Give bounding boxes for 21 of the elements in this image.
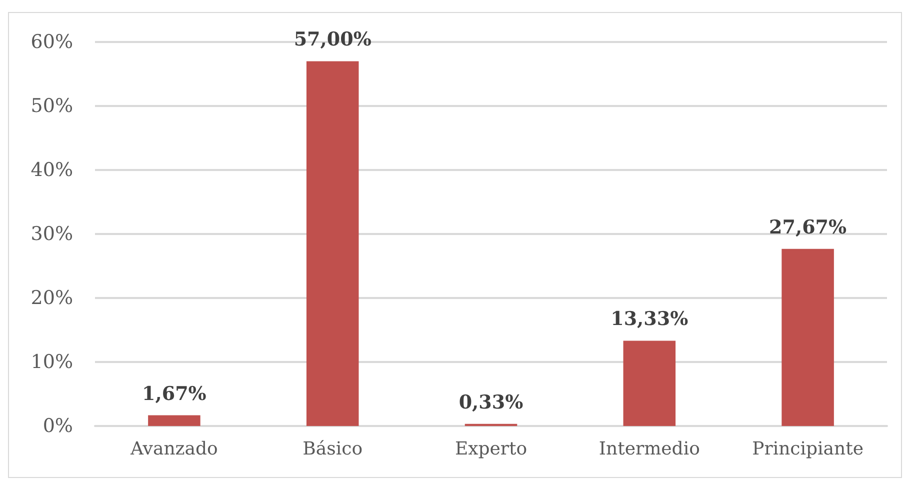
y-tick-label: 20% bbox=[30, 287, 73, 309]
y-tick-label: 40% bbox=[30, 159, 73, 181]
y-tick-label: 50% bbox=[30, 95, 73, 117]
x-tick-label: Intermedio bbox=[598, 438, 700, 460]
y-tick-label: 30% bbox=[30, 223, 73, 245]
data-label: 0,33% bbox=[458, 391, 524, 414]
x-tick-label: Principiante bbox=[752, 438, 864, 460]
bar bbox=[148, 415, 200, 426]
bar bbox=[782, 248, 834, 426]
x-tick-label: Avanzado bbox=[130, 438, 218, 460]
data-label: 27,67% bbox=[769, 216, 847, 238]
bar bbox=[623, 340, 676, 426]
x-tick-label: Experto bbox=[454, 438, 528, 460]
data-label: 57,00% bbox=[294, 28, 372, 51]
y-tick-label: 10% bbox=[30, 351, 73, 373]
data-label: 13,33% bbox=[610, 308, 688, 330]
y-tick-label: 60% bbox=[30, 31, 73, 53]
data-label: 1,67% bbox=[142, 382, 206, 405]
y-tick-label: 0% bbox=[42, 415, 73, 437]
x-tick-label: Básico bbox=[302, 438, 363, 460]
bar bbox=[306, 61, 359, 426]
